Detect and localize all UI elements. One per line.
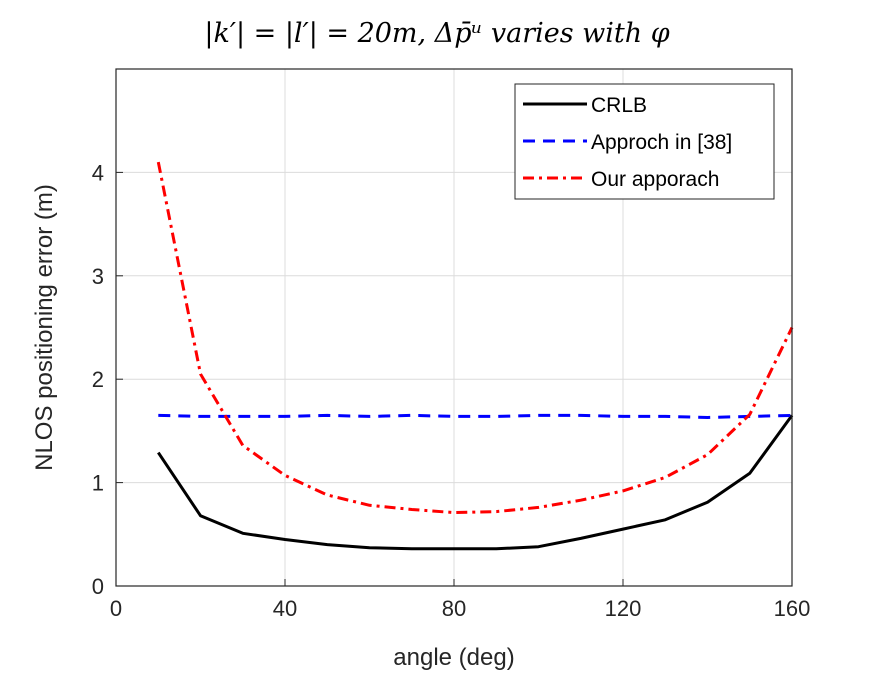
series-line <box>158 413 793 419</box>
x-tick-label: 80 <box>442 596 466 621</box>
x-tick-label: 120 <box>605 596 642 621</box>
x-axis-label: angle (deg) <box>393 644 514 671</box>
y-tick-label: 2 <box>92 367 104 392</box>
x-tick-label: 160 <box>774 596 811 621</box>
chart-title: |k′| = |l′| = 20m, Δp̄ᵘ varies with φ <box>204 18 669 49</box>
y-tick-label: 4 <box>92 160 104 185</box>
legend-label: Approch in [38] <box>591 131 732 154</box>
y-tick-label: 3 <box>92 264 104 289</box>
x-tick-label: 0 <box>110 596 122 621</box>
legend: CRLB Approch in [38] Our apporach <box>514 83 775 200</box>
x-tick-label: 40 <box>273 596 297 621</box>
series-line <box>157 414 794 551</box>
legend-label: Our apporach <box>591 168 719 191</box>
series-line <box>156 161 794 515</box>
series-group <box>156 161 794 551</box>
axis-ticks: 0 40 80 120 160 0 1 2 3 4 <box>92 160 811 621</box>
legend-label: CRLB <box>591 94 647 117</box>
y-tick-label: 0 <box>92 574 104 599</box>
y-axis-label: NLOS positioning error (m) <box>31 184 58 471</box>
y-tick-label: 1 <box>92 471 104 496</box>
